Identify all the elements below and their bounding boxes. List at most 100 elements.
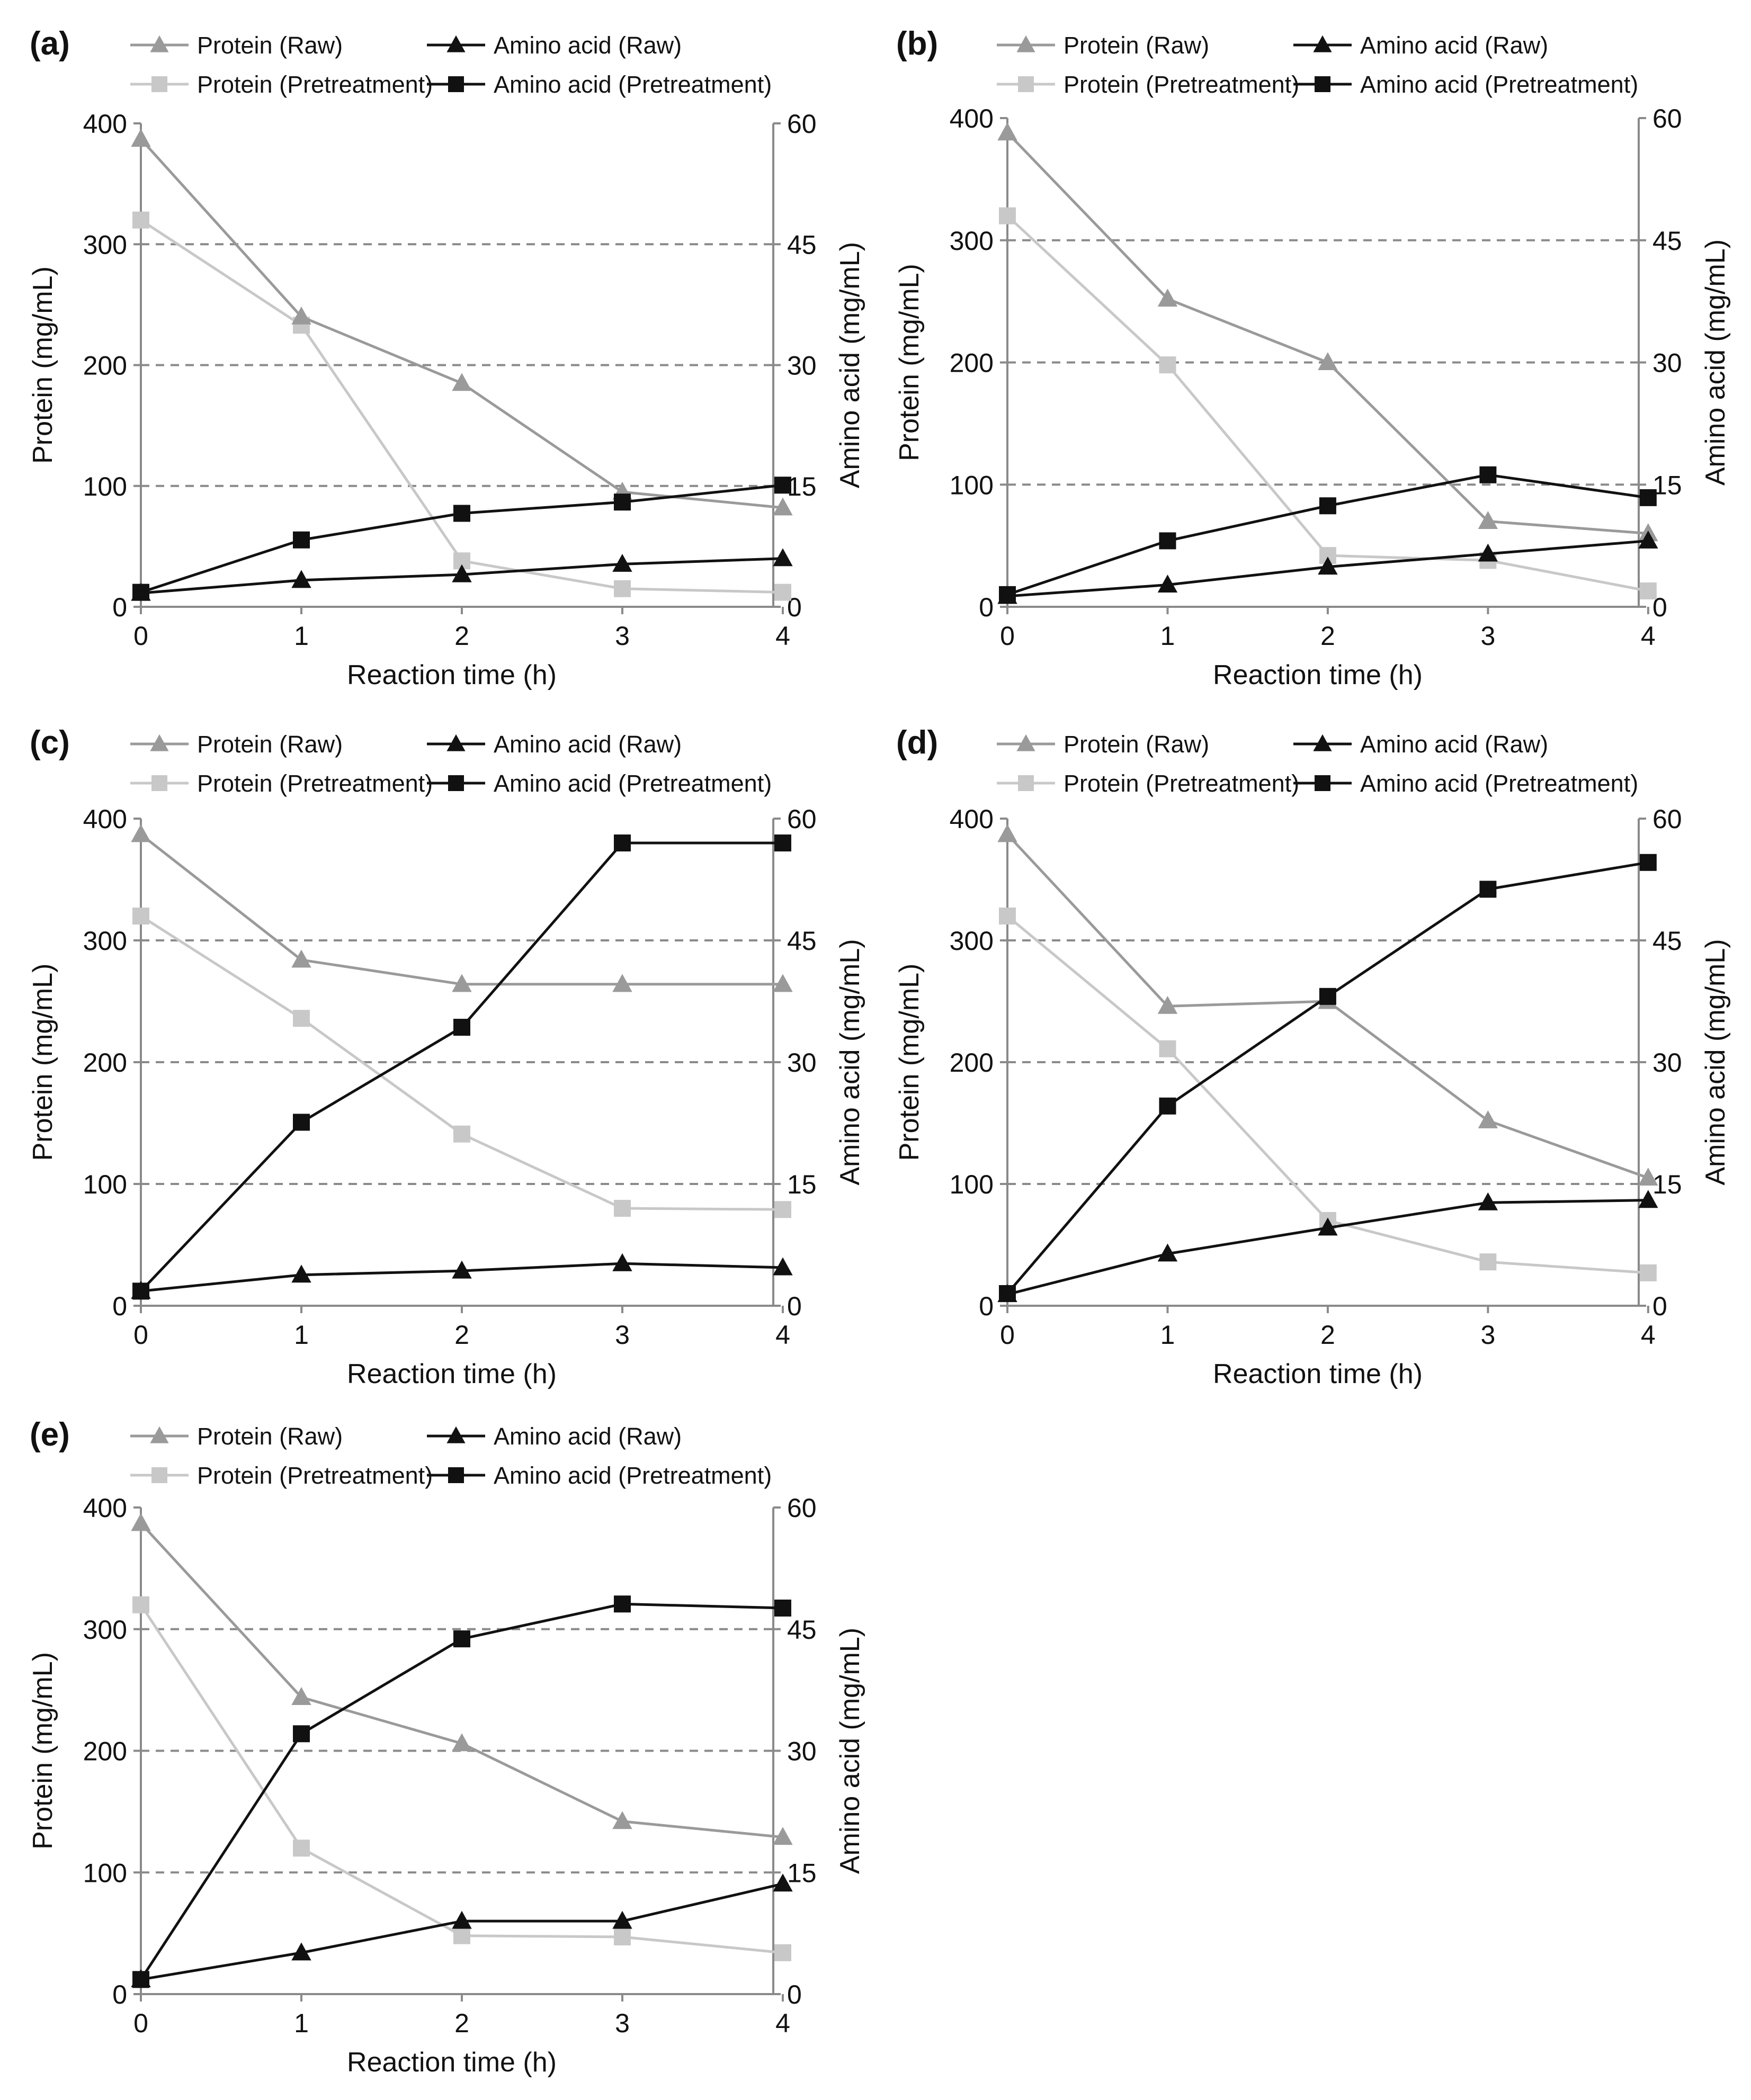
data-point — [1318, 352, 1338, 371]
data-point — [291, 1264, 311, 1283]
y2-tick-label: 45 — [787, 926, 817, 956]
data-point — [1318, 1217, 1338, 1236]
x-tick-label: 0 — [1000, 1320, 1015, 1350]
data-point — [291, 1687, 311, 1705]
x-axis-title: Reaction time (h) — [1213, 660, 1423, 690]
data-point — [292, 531, 310, 549]
data-point — [452, 373, 472, 391]
y2-tick-label: 60 — [787, 1493, 817, 1523]
legend-marker — [1315, 775, 1330, 791]
x-tick-label: 1 — [1160, 1320, 1175, 1350]
data-point — [1638, 531, 1658, 549]
legend-label: Protein (Raw) — [1064, 731, 1209, 758]
legend-label: Protein (Raw) — [1064, 32, 1209, 59]
data-point — [613, 834, 631, 851]
data-point — [1479, 466, 1497, 483]
data-point — [1639, 854, 1657, 871]
legend-marker — [150, 35, 169, 52]
panel-label: (e) — [30, 1416, 70, 1453]
data-point — [774, 477, 791, 494]
legend-marker — [150, 1426, 169, 1443]
legend-label: Protein (Raw) — [197, 731, 343, 758]
legend-label: Amino acid (Pretreatment) — [494, 1462, 772, 1489]
data-point — [292, 1725, 310, 1743]
legend-marker — [1016, 35, 1035, 52]
legend-marker — [448, 1467, 464, 1483]
y-tick-label: 400 — [83, 109, 127, 139]
data-point — [452, 1910, 472, 1929]
data-point — [292, 1114, 310, 1131]
data-point — [773, 974, 793, 992]
data-point — [131, 1513, 151, 1531]
data-point — [1159, 1097, 1176, 1115]
data-point — [1319, 988, 1336, 1005]
data-point — [453, 1019, 470, 1036]
x-tick-label: 3 — [615, 1320, 630, 1350]
y-axis-title: Protein (mg/mL) — [28, 1652, 58, 1850]
legend-label: Amino acid (Raw) — [494, 731, 682, 758]
data-point — [453, 505, 470, 522]
data-point — [131, 824, 151, 842]
x-tick-label: 4 — [1641, 1320, 1656, 1350]
x-tick-label: 2 — [1320, 1320, 1335, 1350]
series-line — [140, 138, 783, 509]
data-point — [1639, 1264, 1657, 1281]
x-axis-title: Reaction time (h) — [347, 2047, 557, 2078]
data-point — [1319, 497, 1336, 515]
y2-tick-label: 45 — [1652, 226, 1682, 256]
panel-label: (a) — [30, 25, 70, 62]
data-point — [612, 553, 632, 572]
legend-label: Amino acid (Raw) — [494, 32, 682, 59]
data-point — [1478, 511, 1498, 530]
y-tick-label: 100 — [950, 470, 994, 500]
y2-tick-label: 60 — [1652, 104, 1682, 133]
data-point — [773, 548, 793, 567]
data-point — [452, 564, 472, 582]
y2-tick-label: 60 — [787, 804, 817, 834]
y2-tick-label: 45 — [787, 230, 817, 259]
y-tick-label: 0 — [112, 593, 127, 622]
x-tick-label: 4 — [1641, 621, 1656, 651]
y2-axis-title: Amino acid (mg/mL) — [835, 242, 865, 488]
legend-marker — [1315, 76, 1330, 92]
y-axis-title: Protein (mg/mL) — [28, 266, 58, 464]
data-point — [132, 1282, 149, 1300]
y2-axis-title: Amino acid (mg/mL) — [1700, 239, 1731, 486]
y-tick-label: 400 — [950, 104, 994, 133]
y-tick-label: 200 — [83, 1737, 127, 1766]
y2-tick-label: 30 — [1652, 348, 1682, 378]
data-point — [452, 1733, 472, 1752]
data-point — [291, 1942, 311, 1961]
x-tick-label: 2 — [454, 2008, 469, 2038]
x-tick-label: 3 — [1480, 621, 1495, 651]
y2-axis-title: Amino acid (mg/mL) — [835, 939, 865, 1185]
y2-tick-label: 0 — [1652, 1291, 1667, 1321]
data-point — [613, 493, 631, 511]
y-axis-title: Protein (mg/mL) — [28, 964, 58, 1161]
legend-marker — [151, 775, 167, 791]
data-point — [1159, 356, 1176, 374]
legend-label: Amino acid (Raw) — [1360, 731, 1548, 758]
x-tick-label: 4 — [775, 621, 790, 651]
series-line — [1006, 131, 1649, 535]
legend-marker — [151, 76, 167, 92]
legend-label: Protein (Pretreatment) — [197, 770, 433, 797]
data-point — [1318, 557, 1338, 575]
x-axis-title: Reaction time (h) — [1213, 1359, 1423, 1389]
data-point — [1157, 575, 1178, 593]
series-line — [139, 1604, 783, 1954]
y-tick-label: 100 — [83, 1858, 127, 1888]
x-tick-label: 2 — [454, 621, 469, 651]
x-tick-label: 3 — [1480, 1320, 1495, 1350]
data-point — [773, 497, 793, 516]
legend-marker — [446, 734, 466, 751]
data-point — [291, 949, 311, 968]
data-point — [1639, 489, 1657, 506]
panel-label: (c) — [30, 724, 70, 761]
legend-marker — [448, 775, 464, 791]
x-tick-label: 3 — [615, 2008, 630, 2038]
legend-label: Amino acid (Pretreatment) — [494, 770, 772, 797]
legend-label: Protein (Pretreatment) — [197, 71, 433, 98]
legend-marker — [1313, 35, 1332, 52]
